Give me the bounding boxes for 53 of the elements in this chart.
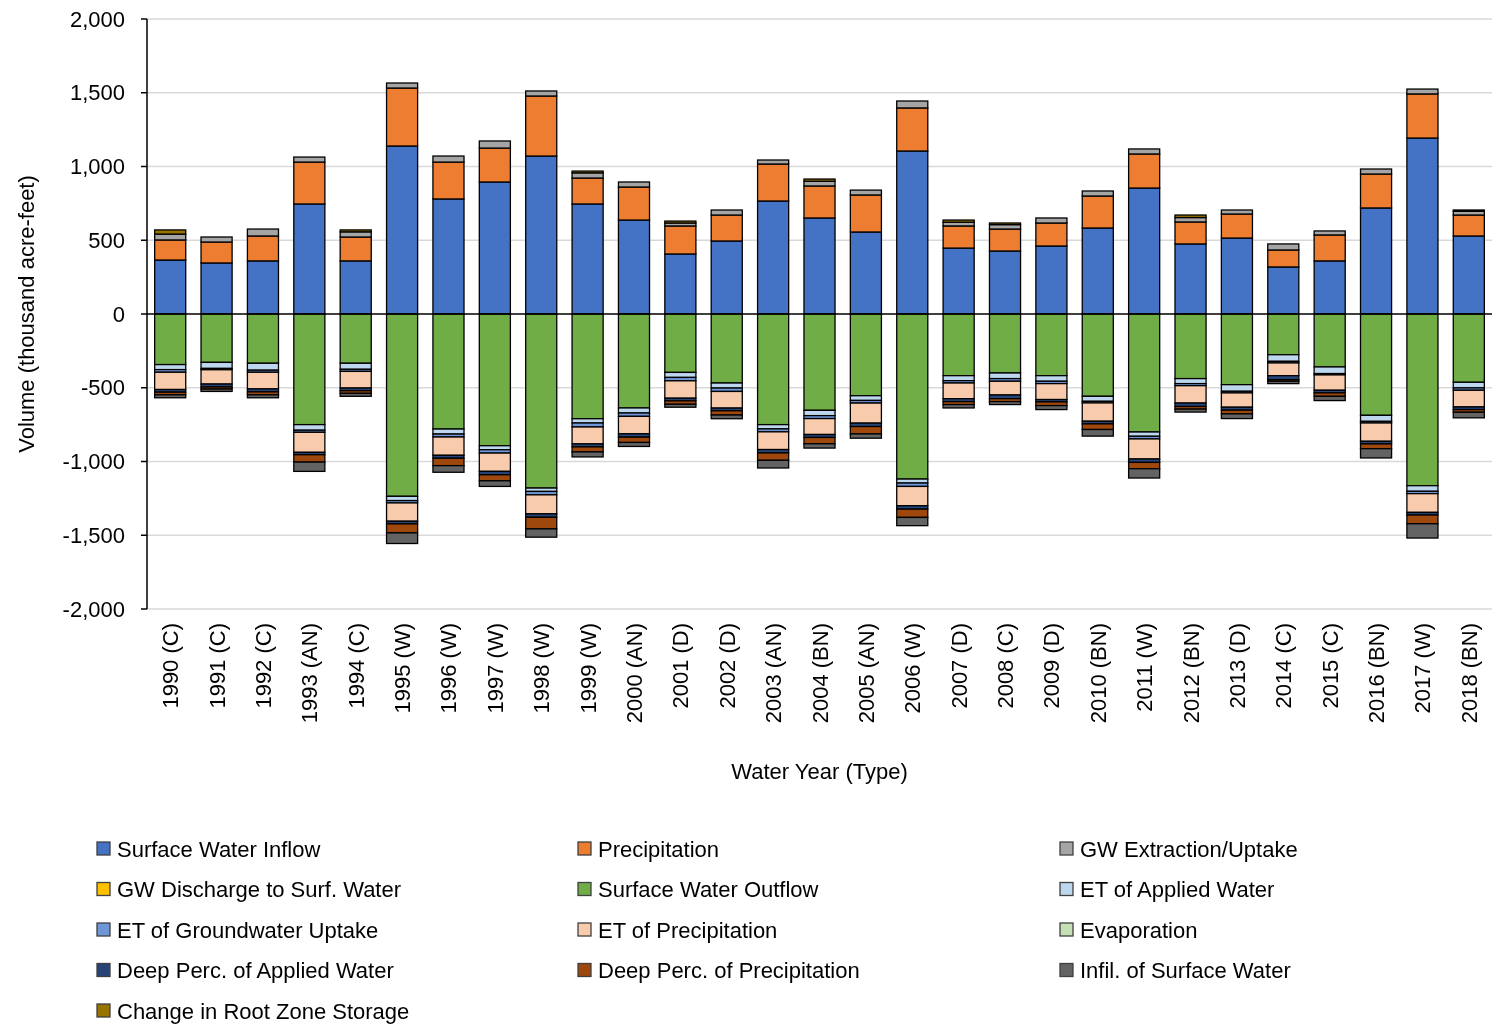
- x-tick-label: 2017 (W): [1410, 623, 1436, 714]
- legend-label: ET of Applied Water: [1080, 877, 1275, 903]
- x-tick-label: 2004 (BN): [807, 623, 833, 724]
- x-tick-label: 2009 (D): [1039, 623, 1065, 709]
- y-tick-label: -500: [80, 375, 125, 401]
- x-tick-label: 1997 (W): [482, 623, 508, 714]
- x-tick-label: 2016 (BN): [1364, 623, 1390, 724]
- x-tick-label: 1994 (C): [343, 623, 369, 709]
- x-tick-label: 1995 (W): [390, 623, 416, 714]
- legend-label: Deep Perc. of Applied Water: [117, 958, 394, 984]
- x-tick-label: 2000 (AN): [621, 623, 647, 724]
- legend-label: ET of Precipitation: [598, 917, 778, 943]
- legend-label: ET of Groundwater Uptake: [117, 917, 379, 943]
- x-tick-label: 2002 (D): [714, 623, 740, 709]
- x-tick-label: 2018 (BN): [1456, 623, 1482, 724]
- x-tick-label: 1999 (W): [575, 623, 601, 714]
- x-tick-label: 2006 (W): [900, 623, 926, 714]
- legend-label: Surface Water Inflow: [117, 836, 321, 862]
- y-tick-label: 2,000: [69, 6, 125, 32]
- x-tick-label: 1992 (C): [250, 623, 276, 709]
- legend-label: Deep Perc. of Precipitation: [598, 958, 860, 984]
- x-tick-label: 2005 (AN): [853, 623, 879, 724]
- y-tick-label: 500: [88, 227, 125, 253]
- y-tick-label: -1,000: [62, 449, 125, 475]
- y-tick-label: 1,000: [69, 154, 125, 180]
- legend-label: Precipitation: [598, 836, 720, 862]
- x-tick-label: 2013 (D): [1224, 623, 1250, 709]
- x-tick-label: 2007 (D): [946, 623, 972, 709]
- y-axis-title: Volume (thousand acre-feet): [14, 175, 39, 453]
- x-tick-label: 2015 (C): [1317, 623, 1343, 709]
- x-tick-label: 2014 (C): [1271, 623, 1297, 709]
- x-tick-label: 2012 (BN): [1178, 623, 1204, 724]
- legend-label: GW Discharge to Surf. Water: [117, 877, 402, 903]
- x-tick-label: 1998 (W): [529, 623, 555, 714]
- y-tick-label: 1,500: [69, 80, 125, 106]
- legend-label: Surface Water Outflow: [598, 877, 819, 903]
- legend-label: Infil. of Surface Water: [1080, 958, 1291, 984]
- x-tick-label: 2010 (BN): [1085, 623, 1111, 724]
- x-tick-label: 1996 (W): [436, 623, 462, 714]
- legend-label: Evaporation: [1080, 917, 1198, 943]
- x-tick-label: 2003 (AN): [761, 623, 787, 724]
- legend-label: Change in Root Zone Storage: [117, 998, 410, 1024]
- y-tick-label: -2,000: [62, 596, 125, 622]
- x-tick-label: 2008 (C): [993, 623, 1019, 709]
- x-axis-title: Water Year (Type): [731, 759, 908, 784]
- x-tick-label: 1990 (C): [158, 623, 184, 709]
- x-tick-label: 1993 (AN): [297, 623, 323, 724]
- x-tick-label: 2011 (W): [1132, 623, 1158, 712]
- x-tick-label: 2001 (D): [668, 623, 694, 709]
- y-tick-label: 0: [112, 301, 125, 327]
- legend-label: GW Extraction/Uptake: [1080, 836, 1298, 862]
- y-tick-label: -1,500: [62, 522, 125, 548]
- x-tick-label: 1991 (C): [204, 623, 230, 709]
